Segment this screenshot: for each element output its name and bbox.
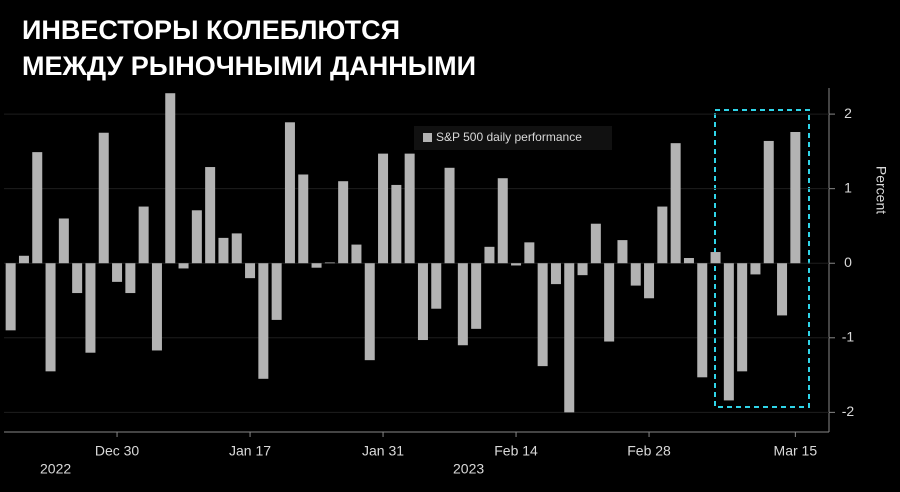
bar <box>271 263 282 320</box>
bar <box>723 263 734 401</box>
bar <box>657 206 668 264</box>
bar <box>444 167 455 264</box>
y-axis-label: Percent <box>873 166 889 214</box>
bar <box>550 263 561 285</box>
bar <box>604 263 615 342</box>
bar <box>205 167 216 264</box>
bar <box>697 263 708 378</box>
bar <box>98 132 109 264</box>
bar <box>258 263 269 379</box>
bar <box>72 263 83 294</box>
bar <box>683 258 694 264</box>
bar <box>670 143 681 264</box>
bar <box>417 263 428 341</box>
bar <box>378 153 389 264</box>
bar <box>404 153 415 264</box>
bar <box>391 184 402 264</box>
bar <box>245 263 256 279</box>
bar <box>590 223 601 264</box>
legend-label: S&P 500 daily performance <box>436 130 582 144</box>
bar <box>564 263 575 413</box>
bar <box>737 263 748 372</box>
bar <box>750 263 761 275</box>
bar <box>178 263 189 269</box>
bar <box>85 263 96 353</box>
bar <box>351 244 362 264</box>
bar <box>151 263 162 351</box>
bar <box>457 263 468 346</box>
bar <box>511 263 522 266</box>
bar <box>138 206 149 264</box>
chart-title: МЕЖДУ РЫНОЧНЫМИ ДАННЫМИ <box>22 51 476 81</box>
chart-title: ИНВЕСТОРЫ КОЛЕБЛЮТСЯ <box>22 15 400 45</box>
bar <box>790 131 801 264</box>
y-tick-label: -2 <box>842 403 855 419</box>
bar <box>58 218 69 264</box>
bar <box>484 246 495 264</box>
x-tick-label: Mar 15 <box>774 443 818 459</box>
bar <box>5 263 16 331</box>
year-label: 2023 <box>453 461 484 477</box>
y-tick-label: 1 <box>844 179 852 195</box>
bar <box>710 252 721 264</box>
y-tick-label: 0 <box>844 254 852 270</box>
x-tick-label: Jan 31 <box>362 443 404 459</box>
legend-swatch <box>423 133 432 142</box>
year-label: 2022 <box>40 461 71 477</box>
bar <box>577 263 588 276</box>
bar <box>537 263 548 367</box>
x-tick-label: Dec 30 <box>95 443 140 459</box>
bar <box>644 263 655 299</box>
bar <box>284 122 295 264</box>
bar <box>617 240 628 264</box>
bar <box>218 237 229 264</box>
bar <box>431 263 442 309</box>
bar <box>165 93 176 264</box>
bar <box>630 263 641 286</box>
bar <box>311 263 322 268</box>
legend-box <box>414 126 612 150</box>
bar <box>231 233 242 264</box>
bar <box>125 263 136 294</box>
bar <box>18 255 29 264</box>
bar <box>324 262 335 264</box>
bar <box>763 140 774 264</box>
bar <box>45 263 56 372</box>
y-tick-label: 2 <box>844 105 852 121</box>
bar <box>777 263 788 316</box>
bar <box>497 178 508 264</box>
bar <box>524 242 535 264</box>
bar <box>32 152 43 264</box>
x-tick-label: Jan 17 <box>229 443 271 459</box>
x-tick-label: Feb 14 <box>494 443 538 459</box>
bar <box>338 181 349 264</box>
y-tick-label: -1 <box>842 328 855 344</box>
bar <box>112 263 123 282</box>
bar <box>298 174 309 264</box>
bar <box>191 210 202 264</box>
x-tick-label: Feb 28 <box>627 443 671 459</box>
bar <box>471 263 482 329</box>
bar <box>364 263 375 361</box>
